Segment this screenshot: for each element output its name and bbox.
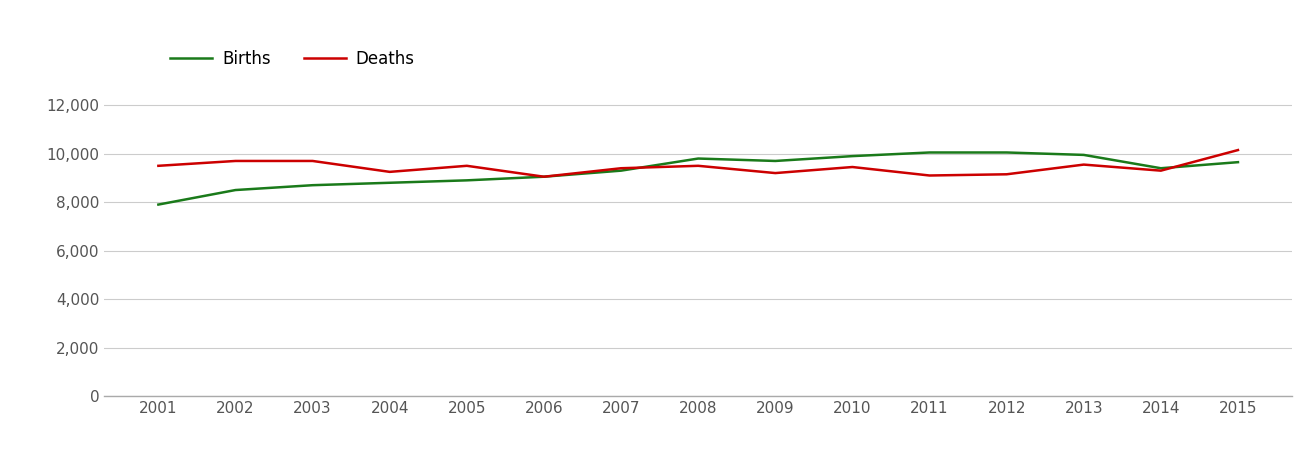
Births xyxy=(227,187,243,193)
Births xyxy=(998,150,1014,155)
Deaths xyxy=(536,174,552,180)
Deaths xyxy=(690,163,706,168)
Births xyxy=(921,150,937,155)
Legend: Births, Deaths: Births, Deaths xyxy=(164,43,422,75)
Deaths xyxy=(305,158,321,164)
Births xyxy=(613,168,629,173)
Births xyxy=(382,180,398,185)
Births xyxy=(305,183,321,188)
Deaths xyxy=(613,166,629,171)
Deaths xyxy=(767,171,783,176)
Births xyxy=(150,202,166,207)
Births xyxy=(690,156,706,161)
Births xyxy=(536,174,552,180)
Births xyxy=(1231,159,1246,165)
Deaths xyxy=(382,169,398,175)
Deaths xyxy=(844,164,860,170)
Births xyxy=(767,158,783,164)
Births xyxy=(844,153,860,159)
Deaths xyxy=(227,158,243,164)
Deaths xyxy=(1154,168,1169,173)
Line: Deaths: Deaths xyxy=(158,150,1238,177)
Deaths xyxy=(1075,162,1091,167)
Deaths xyxy=(459,163,475,168)
Deaths xyxy=(150,163,166,168)
Births xyxy=(1154,166,1169,171)
Deaths xyxy=(998,171,1014,177)
Deaths xyxy=(921,173,937,178)
Deaths xyxy=(1231,147,1246,153)
Births xyxy=(459,178,475,183)
Births xyxy=(1075,152,1091,158)
Line: Births: Births xyxy=(158,153,1238,205)
